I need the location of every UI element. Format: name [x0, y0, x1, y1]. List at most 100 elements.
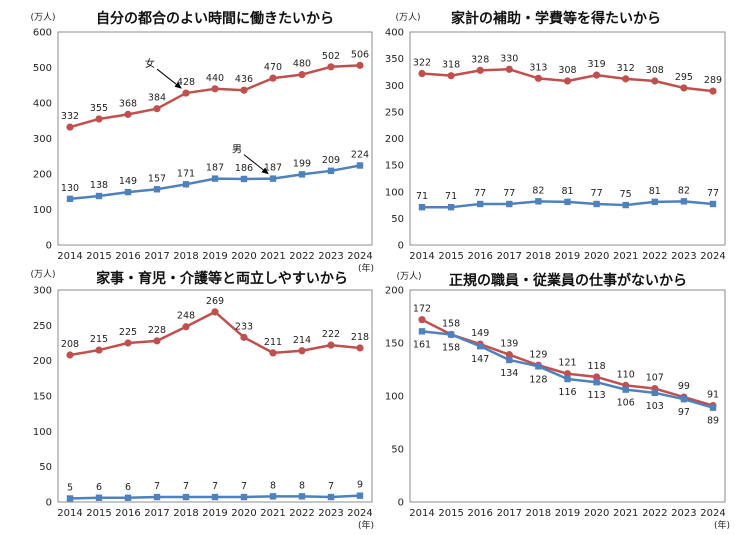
data-label: 308 — [558, 65, 576, 76]
data-point — [66, 123, 74, 131]
data-label: 8 — [299, 480, 305, 491]
x-tick-label: 2019 — [202, 251, 227, 262]
data-point — [447, 72, 455, 80]
data-point — [418, 203, 426, 211]
data-label: 91 — [707, 390, 719, 401]
data-point — [327, 341, 335, 349]
data-label: 7 — [183, 481, 189, 492]
line-chart-4: 正規の職員・従業員の仕事がないから (万人) (年) 0 50 100 150 200 2… — [385, 271, 730, 531]
data-point — [269, 175, 277, 182]
data-label: 77 — [591, 188, 603, 199]
chart-title: 家計の補助・学費等を得たいから — [451, 10, 661, 27]
data-point — [240, 493, 248, 501]
data-label: 233 — [235, 321, 253, 332]
plot-frame — [57, 289, 373, 503]
data-point — [124, 494, 132, 501]
data-point — [506, 200, 513, 208]
data-point — [153, 186, 161, 193]
data-point — [356, 344, 364, 352]
plot-frame — [57, 31, 373, 246]
data-label: 113 — [588, 390, 606, 401]
data-point — [356, 61, 364, 69]
y-tick-label: 500 — [33, 63, 52, 74]
x-tick-label: 2022 — [289, 251, 314, 262]
data-label: 211 — [264, 337, 282, 348]
data-label: 77 — [707, 188, 719, 199]
y-tick-label: 0 — [398, 498, 404, 509]
x-tick-label: 2024 — [347, 251, 372, 262]
data-point — [211, 493, 219, 501]
x-tick-label: 2018 — [526, 508, 551, 519]
y-tick-label: 0 — [398, 241, 404, 252]
y-tick-label: 400 — [385, 28, 404, 39]
data-point — [95, 115, 103, 123]
y-tick-label: 200 — [33, 356, 52, 367]
plot-area: 0 50 100 150 200 250 300 2014 2015 2016 2017 2018 20… — [33, 286, 373, 520]
x-tick-label: 2024 — [700, 251, 725, 262]
x-unit-label: (年) — [358, 519, 374, 531]
data-label: 7 — [328, 481, 334, 492]
data-point — [651, 77, 659, 85]
data-point — [593, 373, 601, 381]
data-point — [124, 110, 132, 118]
data-label: 470 — [264, 62, 282, 73]
data-point — [505, 351, 513, 359]
y-tick-label: 100 — [385, 187, 404, 198]
x-tick-label: 2020 — [231, 508, 256, 519]
data-label: 97 — [678, 407, 690, 418]
data-label: 7 — [154, 481, 160, 492]
data-label: 186 — [235, 163, 253, 174]
x-tick-label: 2014 — [57, 508, 82, 519]
data-point — [182, 493, 190, 501]
x-tick-label: 2020 — [231, 251, 256, 262]
data-point — [564, 198, 571, 206]
y-tick-label: 600 — [33, 28, 52, 39]
y-unit-label: (万人) — [30, 269, 55, 280]
x-tick-label: 2017 — [144, 508, 169, 519]
data-label: 187 — [206, 163, 224, 174]
data-point — [269, 74, 277, 82]
data-point — [622, 201, 629, 209]
data-point — [211, 85, 219, 93]
data-point — [709, 87, 717, 95]
data-label: 209 — [322, 155, 340, 166]
data-label: 436 — [235, 74, 253, 85]
y-tick-label: 100 — [33, 427, 52, 438]
plot-area: 0 50 100 150 200 250 300 350 400 2014 2015 2016 2017… — [385, 28, 726, 263]
y-tick-label: 300 — [33, 286, 52, 297]
data-point — [95, 346, 103, 354]
x-tick-label: 2022 — [289, 508, 314, 519]
data-point — [182, 89, 190, 97]
data-label: 208 — [61, 339, 79, 350]
data-label: 7 — [241, 481, 247, 492]
data-point — [622, 386, 629, 393]
data-label: 295 — [675, 72, 693, 83]
x-tick-label: 2015 — [438, 251, 463, 262]
plot-area: 0 50 100 150 200 2014 2015 2016 2017 2018 2019 2020… — [385, 286, 726, 520]
data-point — [505, 65, 513, 73]
data-point — [211, 308, 219, 316]
data-point — [356, 162, 364, 169]
data-label: 312 — [617, 63, 635, 74]
data-point — [153, 105, 161, 113]
x-tick-label: 2024 — [700, 508, 725, 519]
data-point — [680, 395, 688, 403]
data-point — [593, 71, 601, 79]
data-point — [476, 66, 484, 74]
data-label: 138 — [90, 180, 108, 191]
data-point — [298, 493, 306, 500]
data-label: 81 — [561, 186, 573, 197]
y-tick-label: 300 — [385, 81, 404, 92]
data-label: 214 — [293, 335, 311, 346]
data-point — [622, 75, 630, 83]
data-point — [563, 77, 572, 85]
line-chart-3: 家事・育児・介護等と両立しやすいから (万人) (年) 0 50 100 150 200… — [30, 269, 374, 531]
x-tick-label: 2019 — [555, 508, 580, 519]
data-label: 480 — [293, 59, 311, 70]
data-label: 121 — [558, 358, 576, 369]
data-label: 134 — [500, 368, 518, 379]
data-point — [298, 71, 306, 79]
data-point — [153, 493, 161, 501]
data-point — [418, 69, 426, 78]
